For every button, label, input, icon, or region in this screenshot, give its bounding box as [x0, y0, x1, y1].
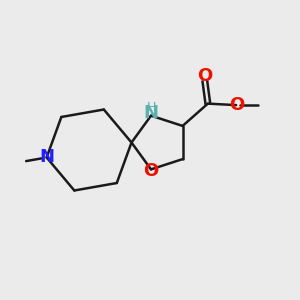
Text: N: N — [143, 104, 158, 122]
Text: H: H — [146, 101, 156, 114]
Text: O: O — [197, 67, 212, 85]
Text: O: O — [229, 96, 244, 114]
Text: N: N — [39, 148, 54, 166]
Text: O: O — [143, 162, 159, 180]
